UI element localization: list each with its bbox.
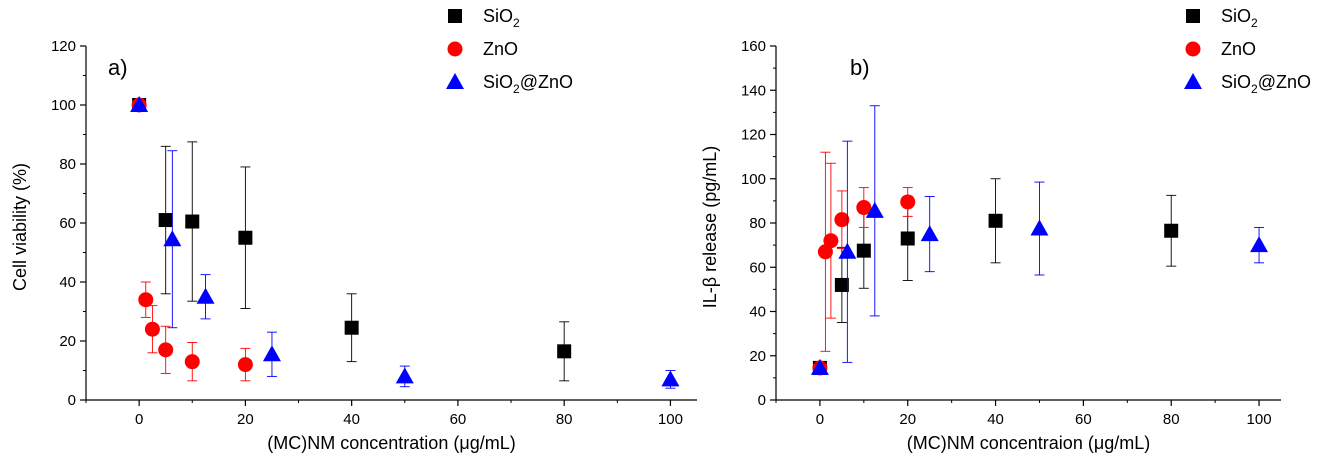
chart-a-legend-marker [447,41,463,57]
chart-a-y-tick-label: 80 [59,156,76,173]
chart-a-data-point [144,321,160,337]
chart-a-x-tick-label: 40 [343,411,360,428]
chart-a-x-tick-label: 100 [658,411,683,428]
chart-b-x-tick-label: 0 [816,411,824,428]
chart-a-legend-label-subscript: 2 [513,82,520,96]
chart-a-series-triangle [130,96,680,389]
chart-a-data-point [395,367,414,384]
chart-a-data-point [185,214,200,229]
chart-a-data-point [163,230,182,247]
chart-b-data-point [1164,223,1179,238]
chart-b-legend-marker [1184,73,1202,89]
chart-b-x-axis-label: (MC)NM concentraion (μg/mL) [907,433,1150,453]
chart-a-legend-marker [448,9,462,23]
chart-b-y-tick-label: 160 [741,38,766,55]
chart-a-y-tick-label: 40 [59,274,76,291]
chart-a-legend-label: SiO2 [483,6,520,30]
chart-b-legend-label-subscript: 2 [1251,82,1258,96]
chart-a-data-point [158,342,174,358]
chart-a-x-tick-label: 80 [556,411,573,428]
chart-a-legend-label-subscript: 2 [513,16,520,30]
chart-a-y-axis-label: Cell viability (%) [10,163,30,291]
chart-b-data-point [900,194,916,210]
chart-a-data-point [237,357,253,373]
chart-b-series-triangle [810,105,1269,375]
chart-a-data-point [238,230,253,245]
chart-a-x-axis-label: (MC)NM concentration (μg/mL) [267,433,515,453]
chart-a-panel-label: a) [108,55,128,80]
chart-a-y-tick-label: 0 [68,392,76,409]
chart-b-data-point [900,231,915,246]
chart-a: 0 20 40 60 80 100 120 0 20 40 60 80 100 (MC)NM concen… [10,6,697,453]
chart-b-y-tick-label: 100 [741,171,766,188]
chart-b-data-point [988,213,1003,228]
chart-a-legend-label-base: ZnO [483,39,518,59]
chart-a-data-point [196,287,215,304]
chart-b-data-point [856,243,871,258]
chart-b-data-point [865,201,884,218]
chart-a-data-point [158,213,173,228]
chart-b-legend-marker [1186,9,1200,23]
chart-b-legend-label: SiO2 [1221,6,1258,30]
chart-b: 0 20 40 60 80 100 120 140 160 0 20 40 60 80 100 (MC)NM … [700,6,1311,453]
chart-b-data-point [856,200,872,216]
chart-b-data-point [834,277,849,292]
chart-a-legend-label-suffix: @ZnO [520,72,573,92]
chart-b-data-point [838,242,857,259]
chart-a-series-square [132,98,572,382]
chart-a-data-point [661,370,680,387]
chart-a-data-point [344,320,359,335]
chart-b-y-tick-label: 120 [741,127,766,144]
chart-b-y-axis-label: IL-β release (pg/mL) [700,146,720,308]
chart-b-y-tick-label: 140 [741,82,766,99]
chart-a-data-point [262,345,281,362]
chart-b-data-point [823,233,839,249]
chart-b-legend-label: SiO2@ZnO [1221,72,1311,96]
chart-a-x-tick-label: 20 [237,411,254,428]
chart-a-data-point [184,354,200,370]
chart-b-data-point [817,244,833,260]
chart-b-panel-label: b) [850,55,870,80]
chart-a-legend-label-base: SiO [483,72,513,92]
chart-b-y-tick-label: 80 [749,215,766,232]
chart-a-data-point [557,344,572,359]
chart-a-legend-label: SiO2@ZnO [483,72,573,96]
chart-b-legend-marker [1185,41,1201,57]
chart-b-legend-label-subscript: 2 [1251,16,1258,30]
chart-b-y-tick-label: 20 [749,348,766,365]
chart-b-data-point [920,225,939,242]
chart-a-x-tick-label: 60 [450,411,467,428]
chart-a-legend-label: ZnO [483,39,518,59]
chart-b-legend-label-base: SiO [1221,6,1251,26]
chart-b-x-tick-label: 100 [1247,411,1272,428]
chart-a-y-tick-label: 100 [51,97,76,114]
chart-b-x-tick-label: 40 [987,411,1004,428]
chart-b-y-tick-label: 60 [749,259,766,276]
chart-a-legend-marker [446,73,464,89]
chart-b-legend-label: ZnO [1221,39,1256,59]
chart-b-legend-label-base: SiO [1221,72,1251,92]
chart-a-y-tick-label: 120 [51,38,76,55]
chart-b-legend-label-suffix: @ZnO [1258,72,1311,92]
chart-a-y-tick-label: 20 [59,333,76,350]
chart-b-data-point [834,212,850,228]
chart-b-x-tick-label: 60 [1075,411,1092,428]
chart-b-y-tick-label: 0 [758,392,766,409]
chart-b-data-point [1030,219,1049,236]
chart-b-y-tick-label: 40 [749,304,766,321]
chart-b-x-tick-label: 80 [1163,411,1180,428]
chart-b-legend-label-base: ZnO [1221,39,1256,59]
chart-a-legend-label-base: SiO [483,6,513,26]
chart-a-data-point [130,96,149,112]
chart-b-data-point [1250,236,1269,253]
chart-a-y-tick-label: 60 [59,215,76,232]
chart-b-x-tick-label: 20 [899,411,916,428]
chart-b-data-point [810,358,829,375]
chart-a-x-tick-label: 0 [135,411,143,428]
chart-a-data-point [138,292,154,308]
